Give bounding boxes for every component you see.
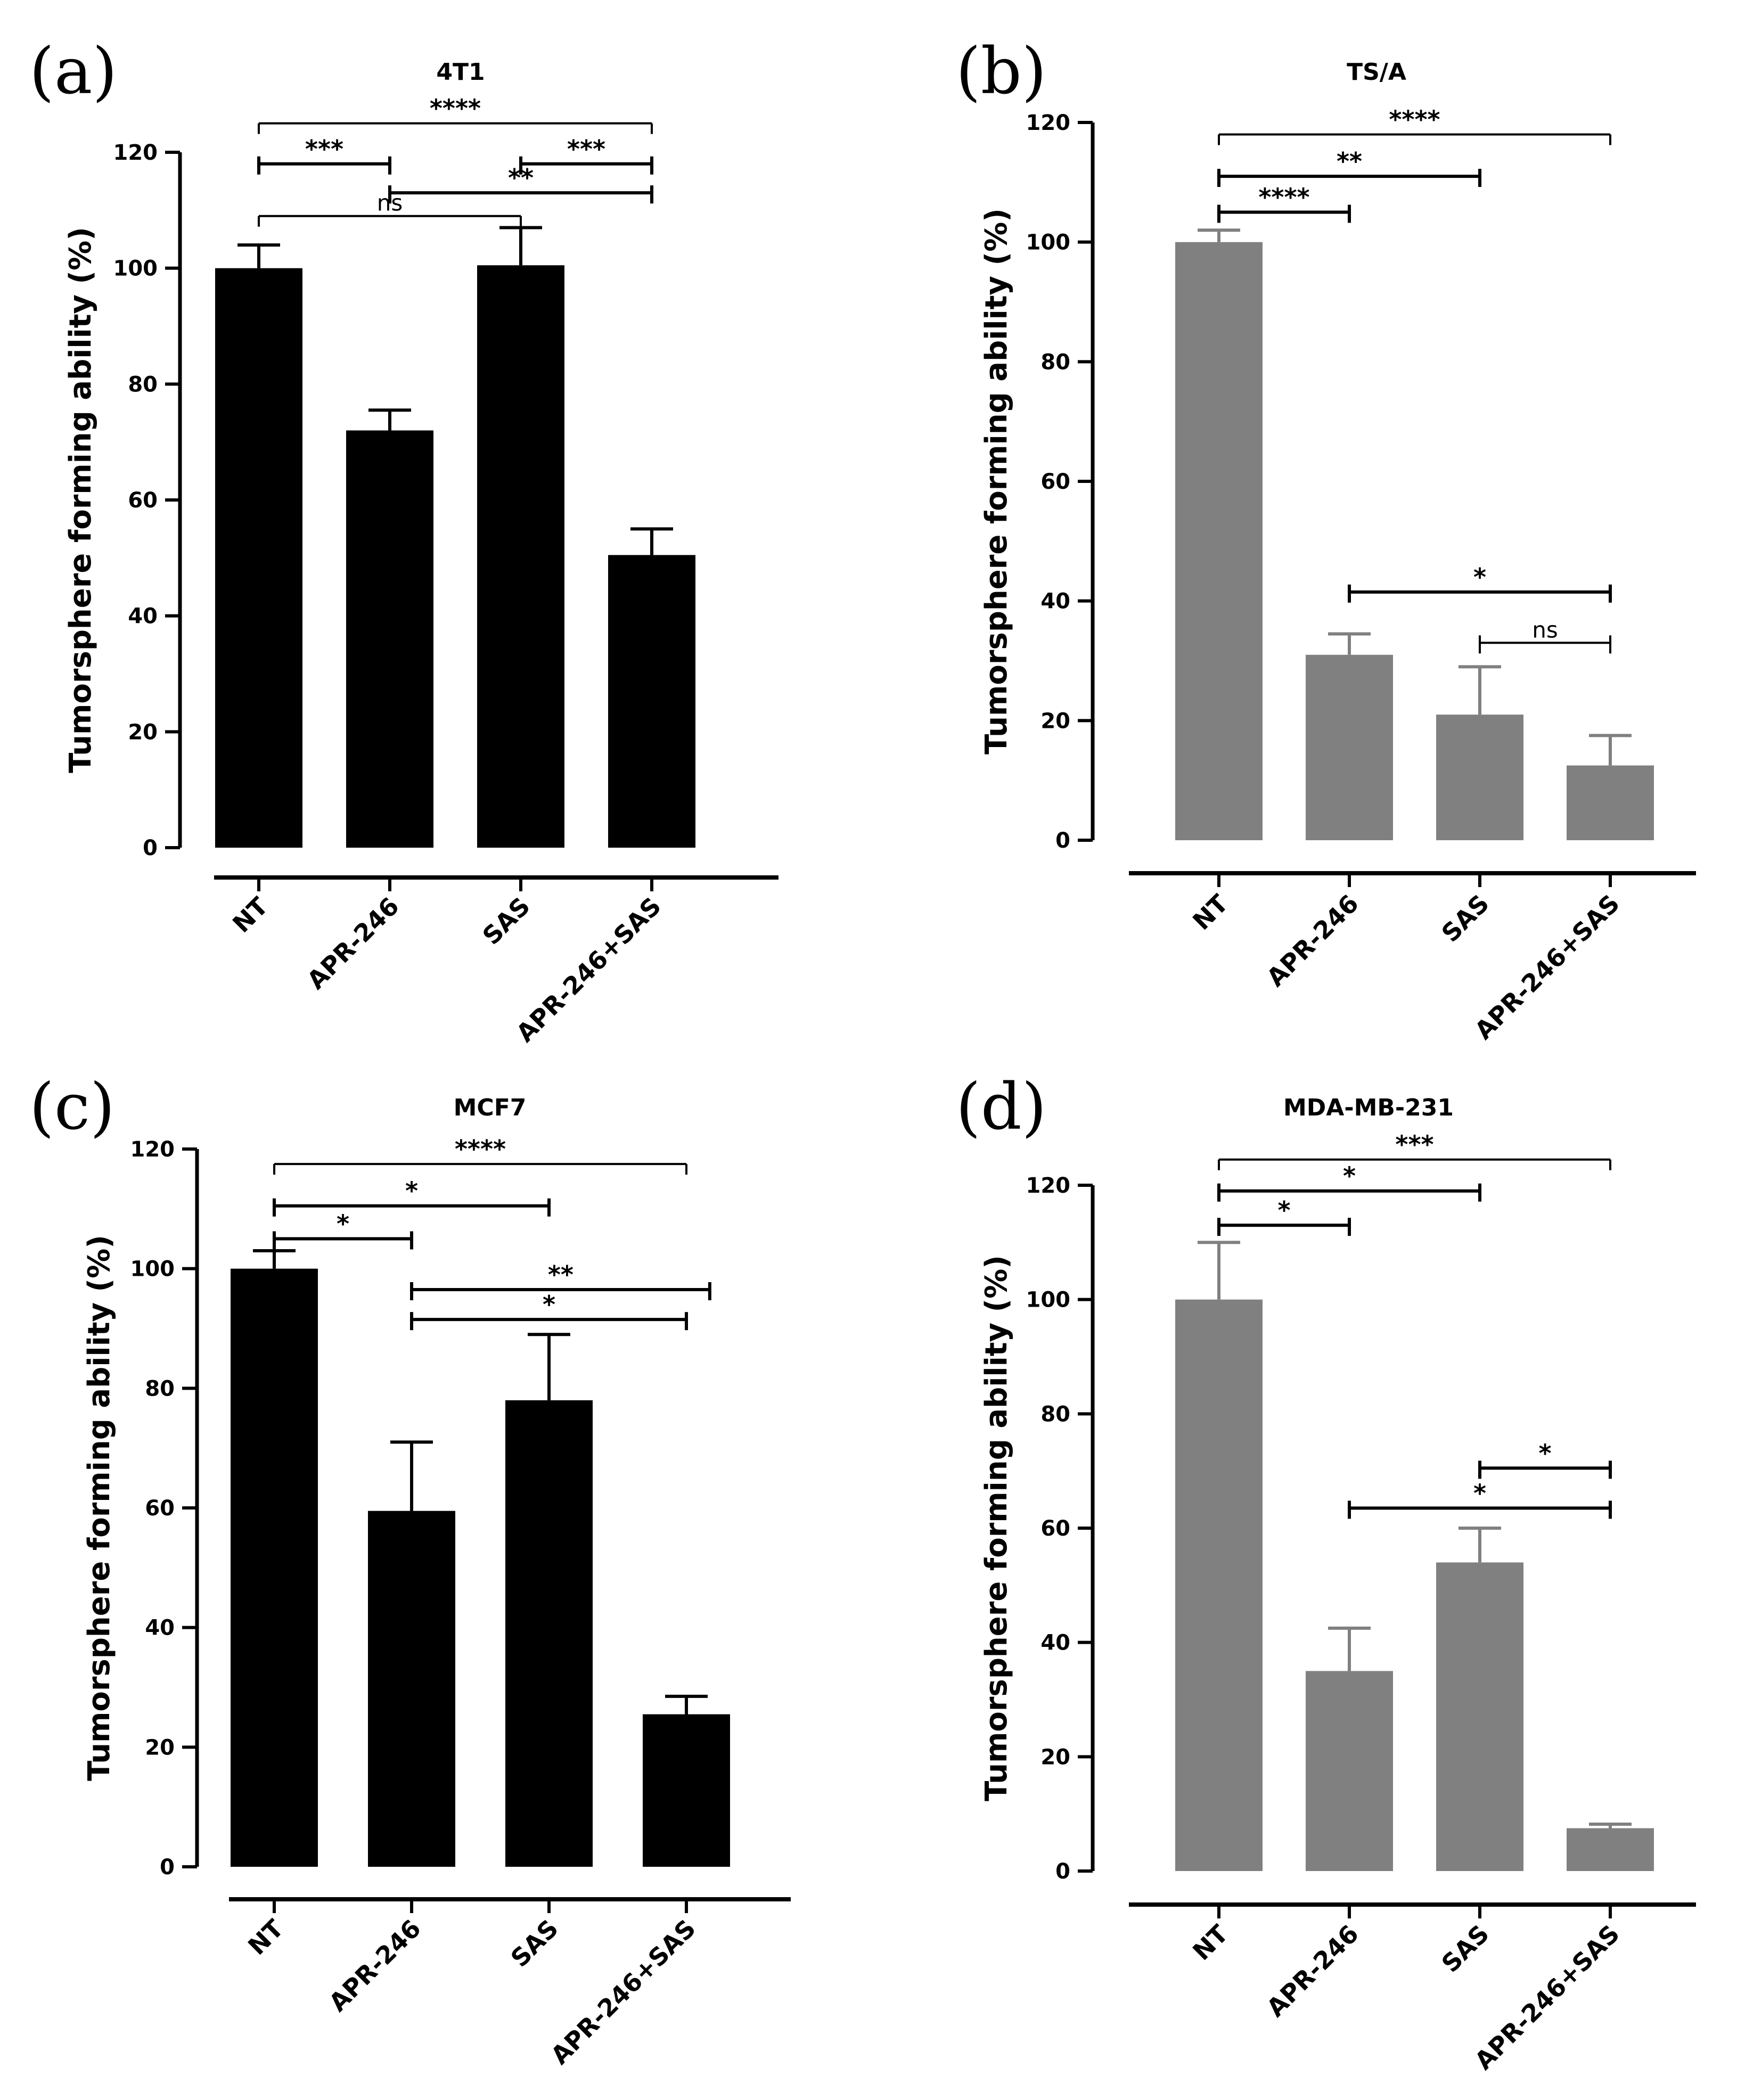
chart-title: 4T1	[436, 59, 485, 86]
y-tick-label: 120	[1026, 111, 1071, 135]
y-axis-label: Tumorsphere forming ability (%)	[82, 1235, 117, 1781]
category-label: NT	[1187, 1919, 1234, 1966]
chart-title: TS/A	[1347, 59, 1406, 86]
category-label: APR-246	[1261, 1919, 1364, 2023]
significance-label: **	[1337, 147, 1362, 176]
bar-apr-246-sas	[1567, 1828, 1654, 1871]
y-tick-label: 20	[145, 1735, 175, 1760]
chart-panel-1: (b) TS/A Tumorsphere forming ability (%) 0 2…	[956, 35, 1696, 1045]
category-label: SAS	[505, 1914, 564, 1973]
chart-title: MDA-MB-231	[1283, 1094, 1454, 1121]
y-tick-label: 0	[1055, 1859, 1070, 1884]
bar-nt	[231, 1268, 318, 1867]
category-label: SAS	[1436, 1919, 1495, 1978]
significance-label: ***	[567, 135, 605, 163]
y-tick-label: 120	[1026, 1174, 1071, 1198]
y-tick-label: 100	[113, 257, 158, 281]
category-label: APR-246+SAS	[1469, 889, 1625, 1045]
panel-letter: (d)	[956, 1070, 1046, 1144]
significance-label: ***	[305, 135, 343, 163]
y-tick-label: 20	[128, 720, 158, 744]
chart-panel-0: (a) 4T1 Tumorsphere forming ability (%) 0 20…	[29, 35, 779, 1048]
chart-panel-2: (c) MCF7 Tumorsphere forming ability (%) 0 2…	[29, 1070, 791, 2070]
chart-panel-3: (d) MDA-MB-231 Tumorsphere forming ability…	[956, 1070, 1696, 2076]
y-tick-label: 120	[113, 141, 158, 165]
significance-label: *	[1277, 1196, 1290, 1225]
y-tick-label: 100	[1026, 1288, 1071, 1312]
y-tick-label: 60	[128, 488, 158, 513]
y-tick-label: 80	[145, 1376, 175, 1401]
y-tick-label: 60	[1040, 470, 1070, 494]
significance-label: *	[543, 1290, 555, 1319]
chart-title: MCF7	[454, 1094, 527, 1121]
bar-apr-246-sas	[1567, 765, 1654, 840]
bar-apr-246	[1306, 1671, 1393, 1871]
y-tick-label: 20	[1040, 1745, 1070, 1769]
y-tick-label: 40	[1040, 589, 1070, 614]
significance-label: ****	[1258, 183, 1309, 212]
y-tick-label: 0	[143, 836, 158, 860]
bar-nt	[1175, 242, 1263, 841]
y-tick-label: 100	[130, 1257, 175, 1282]
significance-label: *	[337, 1210, 349, 1238]
bar-apr-246	[368, 1511, 455, 1867]
category-label: SAS	[477, 892, 536, 950]
panel-letter: (a)	[29, 35, 117, 109]
significance-label: *	[1473, 563, 1486, 592]
y-tick-label: 80	[128, 372, 158, 397]
panel-letter: (c)	[29, 1070, 115, 1144]
y-tick-label: 40	[145, 1616, 175, 1640]
y-tick-label: 0	[1055, 828, 1070, 853]
y-tick-label: 100	[1026, 231, 1071, 255]
category-label: APR-246	[323, 1914, 427, 2017]
y-axis-label: Tumorsphere forming ability (%)	[63, 227, 98, 773]
y-tick-label: 80	[1040, 350, 1070, 374]
category-label: APR-246+SAS	[545, 1914, 701, 2070]
significance-label: ****	[455, 1135, 506, 1163]
significance-label: **	[508, 163, 534, 192]
category-label: APR-246	[301, 892, 405, 995]
bar-apr-246	[1306, 654, 1393, 840]
significance-label: ****	[430, 94, 481, 123]
y-axis-label: Tumorsphere forming ability (%)	[979, 208, 1014, 754]
bar-apr-246	[346, 430, 433, 848]
y-tick-label: 120	[130, 1137, 175, 1162]
y-tick-label: 80	[1040, 1402, 1070, 1426]
significance-label: ***	[1395, 1130, 1433, 1159]
bar-sas	[505, 1400, 593, 1867]
category-label: NT	[1187, 889, 1234, 936]
category-label: SAS	[1436, 889, 1495, 948]
y-tick-label: 40	[128, 604, 158, 629]
bar-sas	[477, 265, 564, 848]
y-tick-label: 60	[145, 1496, 175, 1521]
significance-label: ns	[1532, 617, 1558, 643]
y-tick-label: 0	[160, 1855, 175, 1880]
category-label: NT	[227, 891, 274, 938]
significance-label: **	[548, 1260, 573, 1289]
significance-label: *	[405, 1177, 418, 1205]
significance-label: *	[1473, 1479, 1486, 1507]
category-label: APR-246+SAS	[511, 892, 667, 1048]
y-axis-label: Tumorsphere forming ability (%)	[979, 1255, 1014, 1801]
bar-apr-246-sas	[608, 555, 695, 848]
y-tick-label: 60	[1040, 1516, 1070, 1541]
y-tick-label: 40	[1040, 1631, 1070, 1655]
bar-sas	[1436, 715, 1523, 840]
bar-nt	[1175, 1299, 1263, 1871]
bar-nt	[215, 268, 302, 848]
bar-apr-246-sas	[643, 1714, 730, 1867]
y-tick-label: 20	[1040, 709, 1070, 733]
significance-label: *	[1538, 1439, 1551, 1467]
significance-label: ns	[377, 190, 403, 216]
category-label: APR-246	[1261, 889, 1364, 992]
panel-letter: (b)	[956, 35, 1046, 109]
category-label: NT	[242, 1914, 289, 1960]
significance-label: *	[1343, 1162, 1356, 1191]
significance-label: ****	[1389, 105, 1440, 134]
bar-sas	[1436, 1562, 1523, 1871]
category-label: APR-246+SAS	[1469, 1919, 1625, 2076]
